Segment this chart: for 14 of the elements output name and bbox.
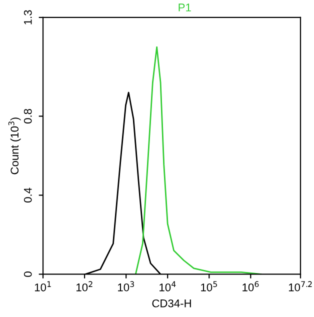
x-tick-label: 10$^{3}$ <box>118 281 134 292</box>
text: P1 <box>178 4 191 12</box>
x-tick-label: 10$^{5}$ <box>201 281 217 292</box>
x-tick-label: 10$^{2}$ <box>76 281 92 292</box>
x-tick-label: 10$^{6}$ <box>242 281 259 292</box>
y-tick-label: 0.4 <box>24 188 32 202</box>
y-tick-label: 0 <box>24 272 32 277</box>
y-tick-label: 1.3 <box>24 10 32 24</box>
x-tick-label: 10$^{7.2}$ <box>288 281 312 292</box>
x-tick-label: 10$^{4}$ <box>160 281 176 292</box>
y-tick-label: 0.8 <box>24 108 32 124</box>
y-axis-title: Count (10$^{3}$) <box>8 118 21 174</box>
x-tick-label: 10$^{1}$ <box>34 281 51 292</box>
x-axis-title: CD34-H <box>152 299 191 308</box>
